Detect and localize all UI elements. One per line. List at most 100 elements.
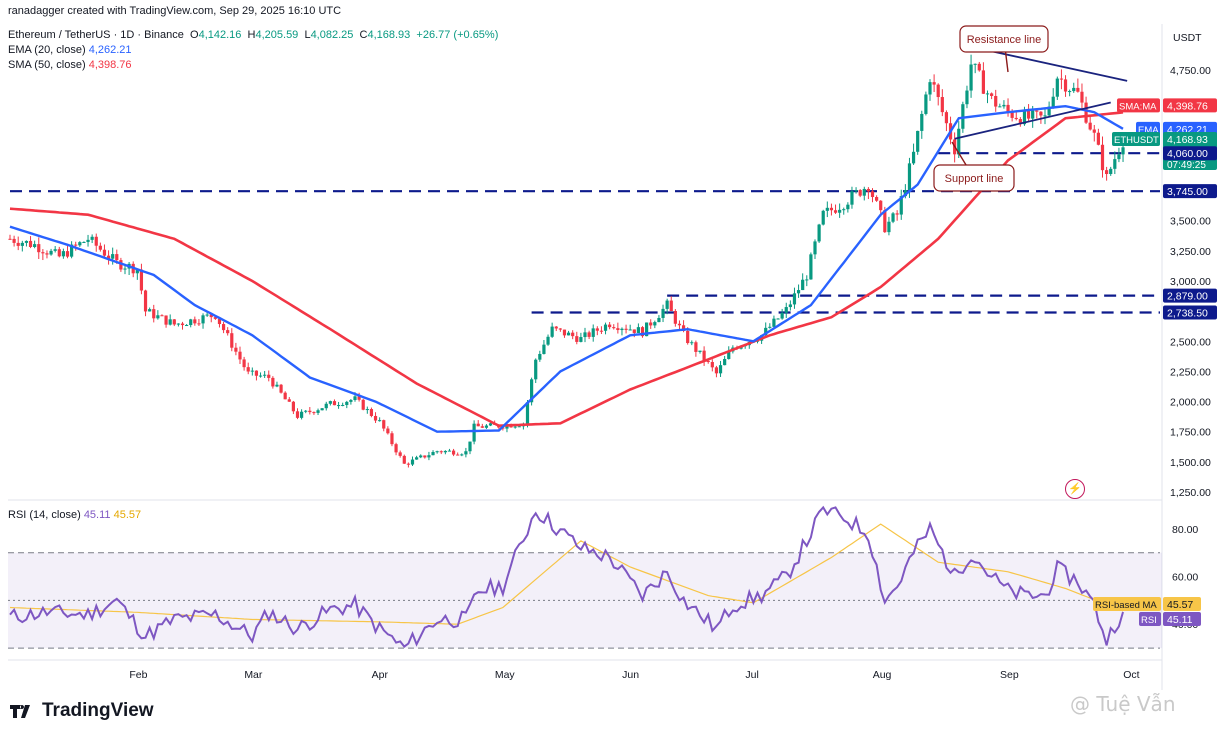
candle-body (940, 97, 944, 113)
candle-body (176, 323, 180, 325)
candle-body (1072, 87, 1076, 92)
candle-body (82, 241, 86, 243)
candle-body (386, 428, 390, 434)
candle-body (189, 319, 193, 326)
candle-body (821, 210, 825, 225)
candle-body (969, 64, 973, 91)
candle-body (271, 377, 275, 387)
candle-body (924, 94, 928, 114)
candle-body (1055, 78, 1059, 97)
level-tag-bg (1163, 184, 1217, 199)
candle-body (977, 63, 981, 71)
candle-body (460, 454, 464, 456)
candle-body (505, 424, 509, 429)
candle-body (825, 207, 829, 211)
price-tag-name: ETHUSDT (1114, 135, 1159, 146)
candle-body (152, 309, 156, 319)
candle-body (336, 405, 341, 407)
candle-body (538, 353, 542, 360)
price-tick-label: 1,250.00 (1170, 487, 1211, 499)
candle-body (796, 290, 801, 294)
candle-body (369, 409, 374, 416)
price-tick-label: 1,750.00 (1170, 427, 1211, 439)
candle-body (205, 314, 209, 316)
candle-body (907, 163, 912, 191)
candle-body (185, 325, 189, 327)
candle-body (612, 327, 616, 329)
candle-body (242, 359, 246, 368)
price-tick-label: 4,750.00 (1170, 65, 1211, 77)
candle-body (640, 327, 645, 337)
candle-body (287, 399, 291, 402)
symbol-legend: Ethereum / TetherUS · 1D · Binance O4,14… (8, 29, 499, 41)
change-value: +26.77 (+0.65%) (416, 29, 499, 41)
candle-body (817, 224, 821, 242)
candle-body (267, 374, 271, 378)
candle-body (476, 423, 480, 427)
candle-body (197, 323, 201, 325)
candle-body (193, 319, 197, 324)
candle-body (279, 384, 283, 393)
candle-body (550, 326, 554, 337)
rsi-tag-value-bg (1163, 612, 1201, 627)
candle-body (439, 451, 443, 453)
candle-body (143, 290, 148, 312)
candle-body (16, 242, 20, 246)
candle-body (57, 249, 61, 257)
candle-body (65, 251, 70, 257)
candle-body (1088, 122, 1092, 130)
candle-body (624, 328, 628, 330)
candle-body (415, 457, 419, 460)
tradingview-logo-icon (10, 705, 30, 718)
candle-body (456, 454, 460, 456)
candle-body (932, 82, 936, 85)
candle-body (1092, 129, 1096, 133)
lightning-icon[interactable]: ⚡ (1065, 479, 1085, 499)
candle-body (1002, 104, 1006, 107)
candle-body (61, 251, 65, 257)
level-tag: 2,879.00 (1167, 291, 1208, 303)
candle-body (784, 307, 788, 313)
candle-body (858, 190, 862, 196)
candle-body (488, 423, 493, 426)
candle-body (776, 318, 780, 320)
candle-body (102, 249, 107, 256)
price-tag-value: 4,168.93 (1167, 134, 1208, 146)
candle-body (1026, 110, 1031, 119)
candle-body (451, 450, 456, 455)
candle-body (406, 463, 410, 465)
rsi-legend: RSI (14, close) 45.11 45.57 (8, 509, 142, 521)
candle-body (308, 410, 312, 413)
candle-body (98, 245, 102, 250)
candle-body (119, 260, 123, 270)
symbol-name: Ethereum / TetherUS · 1D · Binance (8, 29, 184, 41)
candle-body (636, 327, 640, 333)
support-callout-label: Support line (945, 173, 1004, 185)
tradingview-logo: TradingView (10, 700, 154, 722)
resistance-callout-box (959, 25, 1049, 53)
candle-body (957, 128, 961, 155)
candle-body (74, 244, 78, 246)
time-tick-label: Sep (1000, 669, 1019, 681)
price-tick-label: 3,500.00 (1170, 216, 1211, 228)
price-tick-label: 2,250.00 (1170, 366, 1211, 378)
candle-body (378, 420, 382, 422)
candle-body (530, 379, 534, 403)
rsi-tick-label: 60.00 (1172, 572, 1198, 584)
candle-body (780, 312, 784, 319)
candle-body (365, 409, 369, 411)
candle-body (702, 350, 706, 361)
candle-body (480, 426, 484, 428)
candle-body (172, 319, 176, 325)
price-tick-label: 1,500.00 (1170, 457, 1211, 469)
candle-body (345, 401, 349, 405)
price-tick-label: 3,250.00 (1170, 246, 1211, 258)
time-tick-label: May (495, 669, 516, 681)
candle-body (238, 351, 242, 360)
candle-body (283, 392, 287, 400)
resistance-callout-label: Resistance line (967, 34, 1042, 46)
candle-body (792, 293, 797, 305)
candle-body (599, 330, 604, 332)
candle-body (226, 330, 230, 334)
